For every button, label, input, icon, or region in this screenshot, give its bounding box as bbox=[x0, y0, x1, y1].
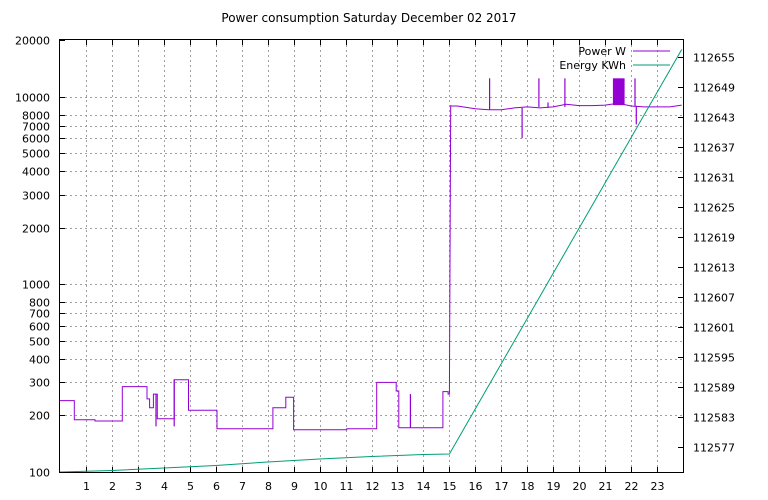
y-tick-label: 100 bbox=[29, 467, 50, 480]
x-tick-label: 10 bbox=[314, 480, 328, 493]
x-tick-label: 2 bbox=[109, 480, 116, 493]
grid-lines bbox=[60, 40, 683, 472]
x-tick-label: 22 bbox=[625, 480, 639, 493]
y2-tick-label: 112607 bbox=[693, 292, 735, 305]
y2-tick-label: 112589 bbox=[693, 382, 735, 395]
y-tick-label: 200 bbox=[29, 410, 50, 423]
x-tick-label: 13 bbox=[391, 480, 405, 493]
y-tick-label: 1000 bbox=[22, 279, 50, 292]
y2-tick-label: 112577 bbox=[693, 442, 735, 455]
y2-tick-label: 112613 bbox=[693, 262, 735, 275]
x-tick-label: 14 bbox=[417, 480, 431, 493]
x-tick-label: 8 bbox=[265, 480, 272, 493]
y-tick-label: 4000 bbox=[22, 166, 50, 179]
y2-tick-label: 112637 bbox=[693, 142, 735, 155]
y2-tick-label: 112649 bbox=[693, 82, 735, 95]
x-tick-label: 23 bbox=[651, 480, 665, 493]
y2-tick-label: 112619 bbox=[693, 232, 735, 245]
x-tick-label: 15 bbox=[443, 480, 457, 493]
y-tick-label: 800 bbox=[29, 297, 50, 310]
x-tick-label: 21 bbox=[599, 480, 613, 493]
x-tick-label: 19 bbox=[547, 480, 561, 493]
y-tick-label: 3000 bbox=[22, 190, 50, 203]
y-tick-label: 400 bbox=[29, 354, 50, 367]
y-tick-label: 2000 bbox=[22, 223, 50, 236]
x-tick-label: 18 bbox=[521, 480, 535, 493]
y2-tick-label: 112625 bbox=[693, 202, 735, 215]
x-tick-label: 3 bbox=[135, 480, 142, 493]
y-tick-label: 700 bbox=[29, 308, 50, 321]
x-axis-ticks: 1 2 3 4 5 6 7 8 9 10 11 12 13 14 15 16 17 18 19 20 21 22 23 bbox=[83, 40, 665, 493]
x-tick-label: 11 bbox=[340, 480, 354, 493]
x-tick-label: 12 bbox=[366, 480, 380, 493]
y2-tick-label: 112583 bbox=[693, 412, 735, 425]
series-group bbox=[59, 49, 683, 473]
x-tick-label: 20 bbox=[573, 480, 587, 493]
x-tick-label: 5 bbox=[187, 480, 194, 493]
y-tick-label: 5000 bbox=[22, 148, 50, 161]
x-tick-label: 16 bbox=[469, 480, 483, 493]
power-spike-block bbox=[612, 78, 625, 106]
x-tick-label: 4 bbox=[161, 480, 168, 493]
chart-title: Power consumption Saturday December 02 2… bbox=[221, 11, 516, 25]
y-tick-label: 300 bbox=[29, 377, 50, 390]
y2-tick-label: 112631 bbox=[693, 172, 735, 185]
y-tick-label: 6000 bbox=[22, 133, 50, 146]
x-tick-label: 6 bbox=[213, 480, 220, 493]
series-line-power-w bbox=[60, 102, 682, 431]
y-tick-label: 7000 bbox=[22, 121, 50, 134]
plot-frame bbox=[59, 39, 684, 473]
x-tick-label: 17 bbox=[495, 480, 509, 493]
y2-tick-label: 112601 bbox=[693, 322, 735, 335]
x-tick-label: 9 bbox=[291, 480, 298, 493]
y2-tick-label: 112643 bbox=[693, 112, 735, 125]
y-tick-label: 20000 bbox=[15, 35, 50, 48]
y2-tick-label: 112595 bbox=[693, 352, 735, 365]
x-tick-label: 7 bbox=[239, 480, 246, 493]
series-line-energy-kwh bbox=[59, 49, 683, 473]
y2-axis-ticks: 112577 112583 112589 112595 112601 112607 1126… bbox=[678, 52, 735, 455]
y-tick-label: 500 bbox=[29, 336, 50, 349]
x-tick-label: 1 bbox=[83, 480, 90, 493]
legend-label-energy-kwh: Energy KWh bbox=[559, 59, 626, 72]
y-tick-label: 600 bbox=[29, 321, 50, 334]
y-tick-label: 10000 bbox=[15, 92, 50, 105]
legend-label-power-w: Power W bbox=[578, 45, 626, 58]
y-tick-label: 8000 bbox=[22, 110, 50, 123]
y2-tick-label: 112655 bbox=[693, 52, 735, 65]
